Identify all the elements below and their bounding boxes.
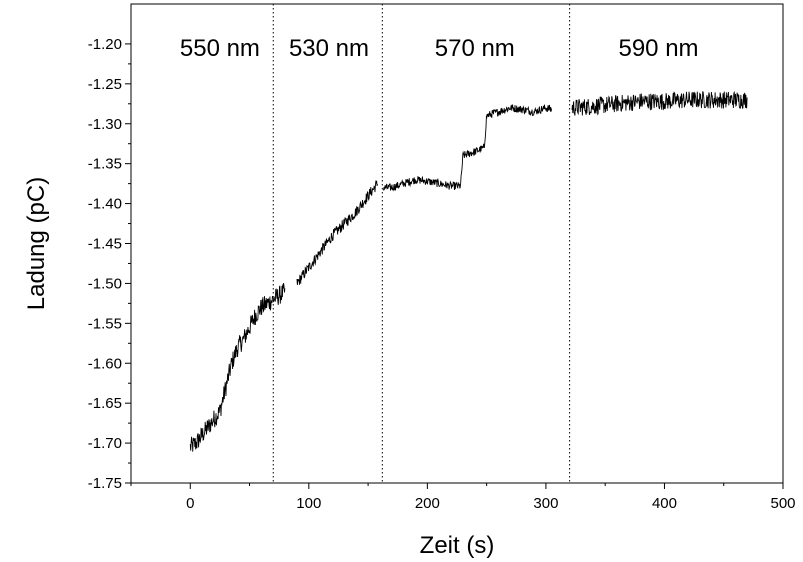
x-tick-label: 500 bbox=[770, 495, 795, 512]
x-tick-label: 0 bbox=[186, 495, 194, 512]
y-tick-label: -1.35 bbox=[88, 156, 122, 173]
x-tick-label: 400 bbox=[652, 495, 677, 512]
y-tick-label: -1.65 bbox=[88, 395, 122, 412]
y-tick-label: -1.20 bbox=[88, 36, 122, 53]
series-line bbox=[296, 180, 378, 286]
y-tick-label: -1.75 bbox=[88, 475, 122, 492]
region-label: 570 nm bbox=[435, 35, 515, 62]
y-axis-title: Ladung (pC) bbox=[23, 177, 50, 310]
x-tick-label: 300 bbox=[533, 495, 558, 512]
region-label: 550 nm bbox=[180, 35, 260, 62]
x-tick-label: 200 bbox=[415, 495, 440, 512]
region-label: 530 nm bbox=[289, 35, 369, 62]
x-axis: 0 100 200 300 400 500 bbox=[130, 483, 796, 512]
region-labels: 550 nm 530 nm 570 nm 590 nm bbox=[180, 35, 699, 62]
y-tick-label: -1.55 bbox=[88, 315, 122, 332]
series-line bbox=[189, 282, 286, 452]
x-tick-label: 100 bbox=[296, 495, 321, 512]
region-label: 590 nm bbox=[618, 35, 698, 62]
y-axis: -1.75 -1.70 -1.65 -1.60 -1.55 -1.50 -1.45 -1.40… bbox=[88, 36, 131, 492]
series-line bbox=[383, 104, 552, 192]
y-tick-label: -1.60 bbox=[88, 355, 122, 372]
y-tick-label: -1.25 bbox=[88, 76, 122, 93]
y-tick-label: -1.30 bbox=[88, 116, 122, 133]
y-tick-label: -1.45 bbox=[88, 236, 122, 253]
y-tick-label: -1.50 bbox=[88, 275, 122, 292]
x-axis-title: Zeit (s) bbox=[420, 532, 495, 559]
series-line bbox=[571, 90, 748, 116]
data-series bbox=[189, 90, 748, 452]
y-tick-label: -1.40 bbox=[88, 196, 122, 213]
y-tick-label: -1.70 bbox=[88, 435, 122, 452]
